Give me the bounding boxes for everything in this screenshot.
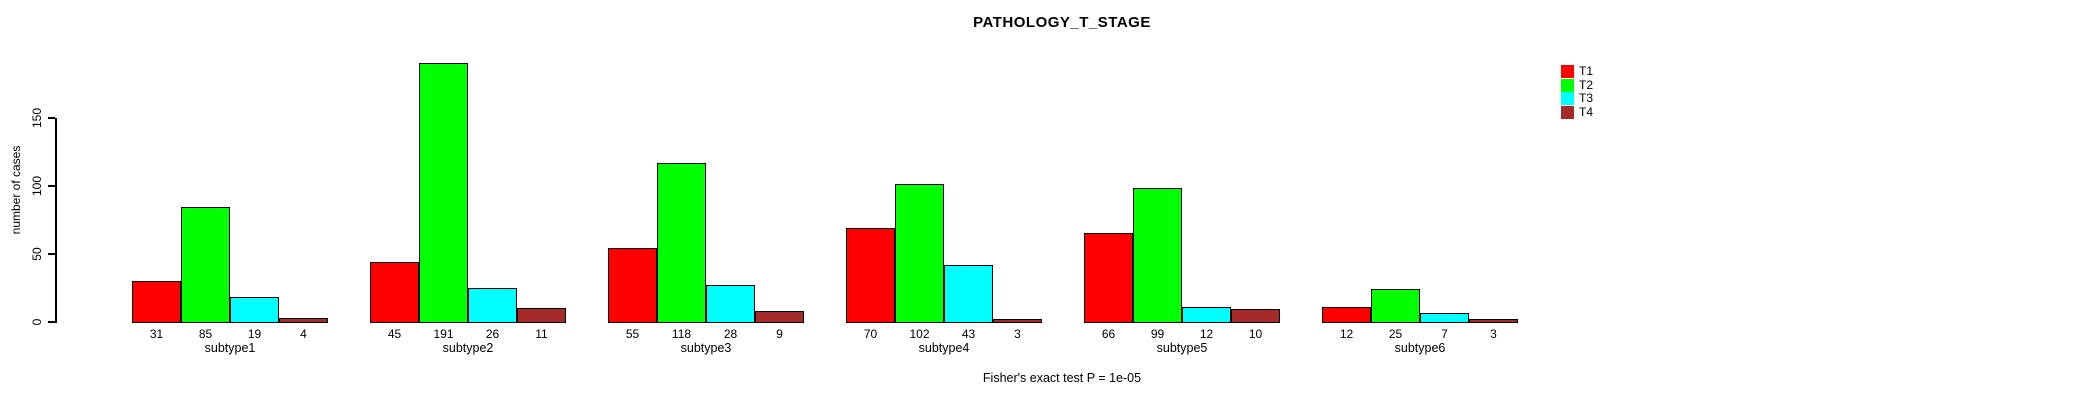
bar-value-label: 191 <box>433 327 454 341</box>
bar-t4-subtype5 <box>1231 309 1280 323</box>
bar-t2-subtype1 <box>181 207 230 323</box>
bar-value-label: 12 <box>1339 327 1354 341</box>
legend-swatch-t4 <box>1561 105 1574 119</box>
bar-t3-subtype5 <box>1182 307 1231 323</box>
bar-t4-subtype3 <box>755 311 804 323</box>
bar-value-label: 118 <box>671 327 692 341</box>
bar-value-label: 25 <box>1388 327 1403 341</box>
legend: T1 T2 T3 T4 <box>1561 64 1594 120</box>
bar-value-label: 9 <box>776 327 783 341</box>
bar-value-label: 85 <box>198 327 213 341</box>
bar-value-label: 7 <box>1441 327 1448 341</box>
category-label-subtype5: subtype5 <box>1156 341 1208 355</box>
legend-item-t4: T4 <box>1561 104 1594 120</box>
legend-label: T2 <box>1579 77 1594 92</box>
bar-value-label: 10 <box>1248 327 1263 341</box>
category-label-subtype2: subtype2 <box>442 341 494 355</box>
bar-value-label: 45 <box>387 327 402 341</box>
bar-value-label: 11 <box>535 327 548 341</box>
bar-t1-subtype4 <box>846 228 895 323</box>
y-tick-label: 0 <box>30 318 44 326</box>
y-tick <box>48 185 55 187</box>
bar-value-label: 4 <box>300 327 307 341</box>
y-axis-line <box>55 118 57 323</box>
bar-t2-subtype5 <box>1133 188 1182 323</box>
bar-t3-subtype6 <box>1420 313 1469 323</box>
legend-item-t1: T1 <box>1561 64 1594 79</box>
bar-value-label: 3 <box>1490 327 1497 341</box>
category-label-subtype6: subtype6 <box>1394 341 1446 355</box>
bar-t1-subtype5 <box>1084 233 1133 323</box>
fisher-test-annotation: Fisher's exact test P = 1e-05 <box>982 371 1142 385</box>
bar-t2-subtype3 <box>657 163 706 323</box>
bar-t4-subtype4 <box>993 319 1042 323</box>
bar-t3-subtype2 <box>468 288 517 323</box>
bar-value-label: 99 <box>1150 327 1165 341</box>
bar-value-label: 28 <box>723 327 738 341</box>
legend-label: T1 <box>1579 64 1594 78</box>
bar-t4-subtype6 <box>1469 319 1518 323</box>
bar-value-label: 43 <box>961 327 976 341</box>
bar-value-label: 66 <box>1101 327 1116 341</box>
legend-item-t3: T3 <box>1561 91 1594 106</box>
bar-value-label: 12 <box>1199 327 1214 341</box>
y-axis-title: number of cases <box>9 145 23 235</box>
legend-swatch-t3 <box>1561 92 1574 106</box>
legend-label: T4 <box>1579 104 1594 119</box>
bar-t2-subtype2 <box>419 63 468 323</box>
bar-value-label: 26 <box>485 327 500 341</box>
bar-t4-subtype1 <box>279 318 328 323</box>
bar-value-label: 31 <box>149 327 164 341</box>
bar-t1-subtype3 <box>608 248 657 323</box>
bar-value-label: 19 <box>247 327 262 341</box>
bar-value-label: 3 <box>1014 327 1021 341</box>
bar-value-label: 102 <box>909 327 930 341</box>
y-tick-label: 100 <box>30 175 44 197</box>
y-tick-label: 150 <box>30 107 44 129</box>
bar-t2-subtype6 <box>1371 289 1420 323</box>
bar-value-label: 70 <box>863 327 878 341</box>
bar-t1-subtype2 <box>370 262 419 323</box>
bar-t1-subtype6 <box>1322 307 1371 323</box>
y-tick <box>48 321 55 323</box>
bar-value-label: 55 <box>625 327 640 341</box>
bar-t2-subtype4 <box>895 184 944 323</box>
bar-t1-subtype1 <box>132 281 181 323</box>
y-tick-label: 50 <box>30 247 44 261</box>
y-tick <box>48 117 55 119</box>
category-label-subtype1: subtype1 <box>204 341 256 355</box>
legend-swatch-t2 <box>1561 78 1574 92</box>
bar-t3-subtype3 <box>706 285 755 323</box>
chart-title: PATHOLOGY_T_STAGE <box>973 14 1151 31</box>
category-label-subtype4: subtype4 <box>918 341 970 355</box>
bar-t3-subtype4 <box>944 265 993 323</box>
legend-item-t2: T2 <box>1561 77 1594 93</box>
legend-swatch-t1 <box>1561 65 1574 79</box>
bar-t3-subtype1 <box>230 297 279 323</box>
y-tick <box>48 253 55 255</box>
legend-label: T3 <box>1579 91 1594 105</box>
bar-t4-subtype2 <box>517 308 566 323</box>
category-label-subtype3: subtype3 <box>680 341 732 355</box>
